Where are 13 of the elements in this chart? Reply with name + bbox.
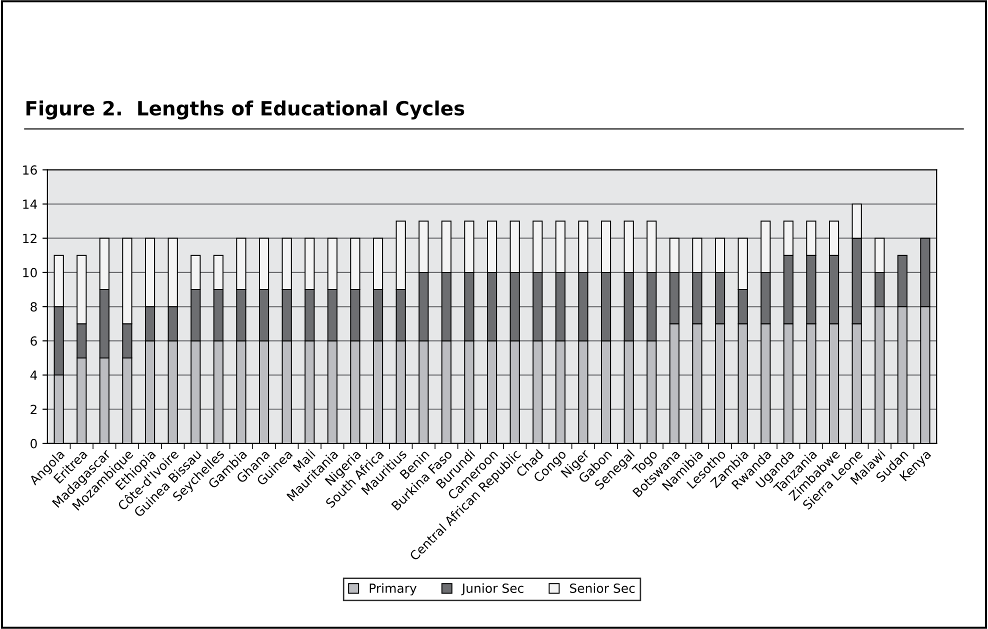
chart-title: Figure 2. Lengths of Educational Cycles — [26, 100, 464, 120]
y-tick-label: 2 — [30, 404, 36, 414]
y-tick-label: 0 — [30, 438, 37, 448]
y-tick-label: 6 — [30, 336, 37, 346]
y-tick-label: 14 — [23, 200, 37, 209]
legend-label: Senior Sec — [570, 583, 635, 593]
legend-label: Junior Sec — [461, 583, 524, 596]
y-tick-label: 16 — [23, 165, 37, 175]
y-tick-label: 10 — [23, 268, 37, 278]
legend-label: Primary — [370, 583, 417, 596]
y-tick-label: 8 — [30, 302, 37, 312]
y-tick-label: 4 — [30, 370, 37, 380]
y-tick-label: 12 — [23, 234, 36, 243]
